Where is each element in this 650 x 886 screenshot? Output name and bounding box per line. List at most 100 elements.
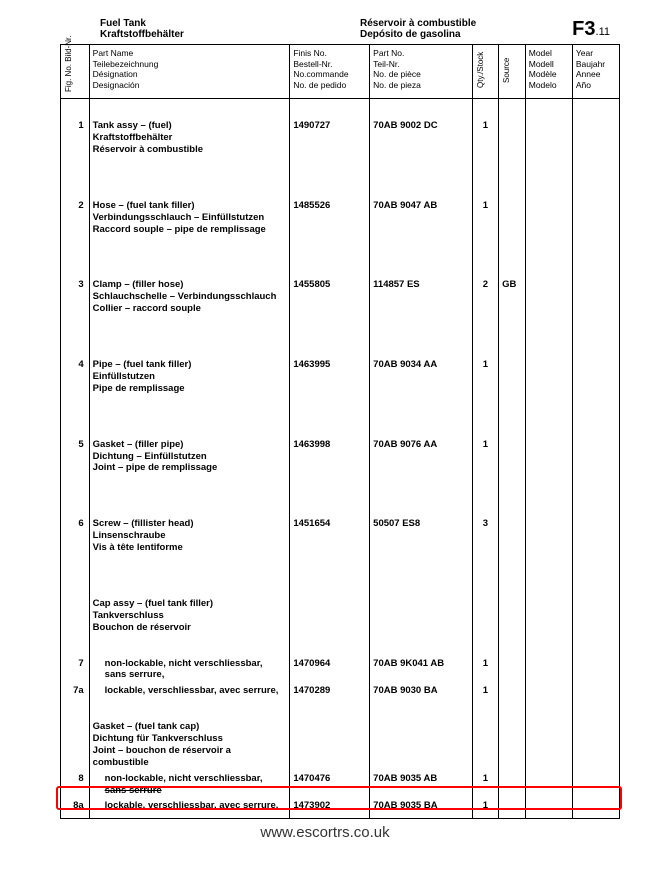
table-row: Gasket – (fuel tank cap)Dichtung für Tan… — [61, 719, 620, 771]
title-right: Réservoir à combustible Depósito de gaso… — [360, 18, 476, 40]
cell-source — [499, 198, 526, 238]
cell-model — [525, 437, 572, 477]
cell-partno: 70AB 9K041 AB — [370, 656, 472, 684]
parts-table: Fig. No. Bild-Nr. Part Name Teilebezeich… — [60, 44, 620, 819]
cell-source — [499, 771, 526, 799]
cell-fig — [61, 596, 90, 636]
cell-source — [499, 683, 526, 699]
cell-source — [499, 357, 526, 397]
cell-fig: 5 — [61, 437, 90, 477]
cell-source — [499, 596, 526, 636]
cell-year — [572, 656, 619, 684]
table-row: 5Gasket – (filler pipe)Dichtung – Einfül… — [61, 437, 620, 477]
cell-partname: lockable, verschliessbar, avec serrure, — [89, 683, 290, 699]
cell-fig: 8 — [61, 771, 90, 799]
cell-finis: 1470964 — [290, 656, 370, 684]
hdr-part: Part Name Teilebezeichnung Désignation D… — [89, 45, 290, 99]
cell-fig: 2 — [61, 198, 90, 238]
cell-partname: Hose – (fuel tank filler)Verbindungsschl… — [89, 198, 290, 238]
table-row: 3Clamp – (filler hose)Schlauchschelle – … — [61, 277, 620, 317]
cell-fig: 8a — [61, 798, 90, 814]
cell-fig: 3 — [61, 277, 90, 317]
cell-partname: Tank assy – (fuel)KraftstoffbehälterRése… — [89, 118, 290, 158]
cell-finis: 1451654 — [290, 516, 370, 556]
cell-partno — [370, 719, 472, 771]
cell-fig: 4 — [61, 357, 90, 397]
section-code-main: F3 — [572, 18, 595, 40]
cell-finis — [290, 596, 370, 636]
table-body: 1 Tank assy – (fuel)KraftstoffbehälterRés… — [61, 98, 620, 818]
table-row: 2Hose – (fuel tank filler)Verbindungssch… — [61, 198, 620, 238]
cell-partname: Gasket – (fuel tank cap)Dichtung für Tan… — [89, 719, 290, 771]
section-code: F3.11 — [572, 18, 610, 41]
cell-qty: 1 — [472, 771, 499, 799]
cell-partno: 70AB 9034 AA — [370, 357, 472, 397]
table-row: 1Tank assy – (fuel)KraftstoffbehälterRés… — [61, 118, 620, 158]
cell-source — [499, 719, 526, 771]
cell-partno: 114857 ES — [370, 277, 472, 317]
cell-finis: 1463998 — [290, 437, 370, 477]
cell-finis: 1473902 — [290, 798, 370, 814]
cell-partname: Gasket – (filler pipe)Dichtung – Einfüll… — [89, 437, 290, 477]
cell-model — [525, 683, 572, 699]
cell-year — [572, 516, 619, 556]
cell-fig — [61, 719, 90, 771]
cell-qty: 1 — [472, 198, 499, 238]
title-fr: Réservoir à combustible — [360, 18, 476, 29]
section-code-sub: .11 — [596, 26, 610, 38]
cell-model — [525, 118, 572, 158]
cell-model — [525, 719, 572, 771]
table-row: 7alockable, verschliessbar, avec serrure… — [61, 683, 620, 699]
cell-partname: lockable, verschliessbar, avec serrure, — [89, 798, 290, 814]
cell-partno: 50507 ES8 — [370, 516, 472, 556]
cell-qty: 1 — [472, 798, 499, 814]
cell-partno: 70AB 9002 DC — [370, 118, 472, 158]
cell-source — [499, 798, 526, 814]
table-row: 8alockable, verschliessbar, avec serrure… — [61, 798, 620, 814]
cell-qty: 1 — [472, 437, 499, 477]
cell-source — [499, 437, 526, 477]
cell-partno: 70AB 9035 AB — [370, 771, 472, 799]
cell-finis: 1490727 — [290, 118, 370, 158]
cell-partno: 70AB 9030 BA — [370, 683, 472, 699]
title-en: Fuel Tank — [100, 18, 300, 29]
cell-model — [525, 198, 572, 238]
cell-model — [525, 357, 572, 397]
cell-partname: non-lockable, nicht verschliessbar,sans … — [89, 656, 290, 684]
cell-qty — [472, 719, 499, 771]
cell-finis: 1455805 — [290, 277, 370, 317]
cell-partname: non-lockable, nicht verschliessbar,sans … — [89, 771, 290, 799]
title-es: Depósito de gasolina — [360, 29, 476, 40]
table-row: Cap assy – (fuel tank filler)Tankverschl… — [61, 596, 620, 636]
cell-year — [572, 277, 619, 317]
cell-qty: 2 — [472, 277, 499, 317]
hdr-fig: Fig. No. Bild-Nr. — [61, 45, 90, 99]
cell-model — [525, 656, 572, 684]
table-row: 4Pipe – (fuel tank filler)Einfüllstutzen… — [61, 357, 620, 397]
cell-partno: 70AB 9035 BA — [370, 798, 472, 814]
cell-year — [572, 357, 619, 397]
cell-year — [572, 683, 619, 699]
cell-fig: 7a — [61, 683, 90, 699]
title-left: Fuel Tank Kraftstoffbehälter — [100, 18, 300, 40]
cell-year — [572, 198, 619, 238]
cell-fig: 7 — [61, 656, 90, 684]
cell-partname: Clamp – (filler hose)Schlauchschelle – V… — [89, 277, 290, 317]
cell-model — [525, 798, 572, 814]
cell-source — [499, 516, 526, 556]
cell-qty: 1 — [472, 357, 499, 397]
cell-source: GB — [499, 277, 526, 317]
table-row: 7non-lockable, nicht verschliessbar,sans… — [61, 656, 620, 684]
cell-finis: 1463995 — [290, 357, 370, 397]
cell-model — [525, 516, 572, 556]
hdr-qty: Qty./Stock — [472, 45, 499, 99]
cell-source — [499, 656, 526, 684]
cell-year — [572, 719, 619, 771]
table-header: Fig. No. Bild-Nr. Part Name Teilebezeich… — [61, 45, 620, 99]
table-row: 8non-lockable, nicht verschliessbar,sans… — [61, 771, 620, 799]
cell-partno — [370, 596, 472, 636]
cell-year — [572, 437, 619, 477]
cell-fig: 6 — [61, 516, 90, 556]
cell-year — [572, 771, 619, 799]
hdr-finis: Finis No. Bestell-Nr. No.commande No. de… — [290, 45, 370, 99]
